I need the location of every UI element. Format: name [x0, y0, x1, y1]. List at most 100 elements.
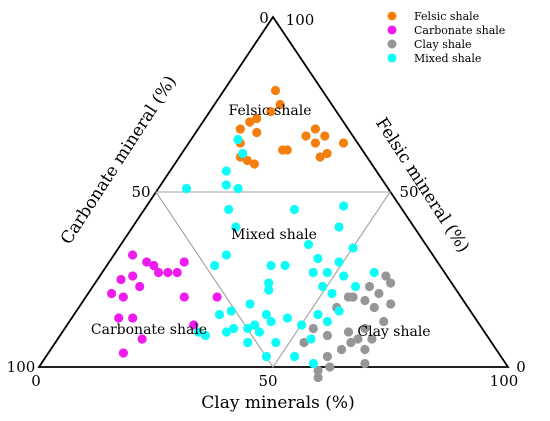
- data-point-mixed-shale-10: [313, 309, 323, 320]
- data-point-clay-shale-2: [374, 288, 384, 299]
- data-point-mixed-shale-49: [221, 250, 231, 260]
- data-point-felsic-shale-4: [245, 117, 255, 127]
- bottom-tick-0: 0: [31, 372, 41, 390]
- data-point-mixed-shale-48: [243, 323, 253, 334]
- data-point-clay-shale-3: [369, 302, 379, 313]
- data-point-carbonate-shale-7: [163, 267, 173, 278]
- data-point-mixed-shale-22: [254, 327, 264, 337]
- data-point-carbonate-shale-3: [128, 250, 138, 260]
- data-point-carbonate-shale-2: [128, 271, 138, 281]
- data-point-clay-shale-4: [379, 316, 389, 327]
- left-axis-label: Carbonate mineral (%): [57, 72, 181, 248]
- data-point-mixed-shale-5: [339, 271, 349, 281]
- data-point-clay-shale-1: [386, 278, 396, 288]
- data-point-mixed-shale-44: [334, 257, 344, 267]
- data-point-mixed-shale-12: [297, 320, 307, 330]
- data-point-felsic-shale-18: [322, 148, 332, 159]
- legend-marker-clay: [387, 39, 397, 49]
- right-tick-0: 0: [516, 358, 526, 376]
- data-point-mixed-shale-9: [334, 306, 344, 316]
- data-points: [107, 85, 396, 383]
- data-point-mixed-shale-40: [221, 327, 232, 337]
- data-point-mixed-shale-0: [334, 222, 344, 232]
- data-point-mixed-shale-26: [224, 204, 234, 215]
- data-point-mixed-shale-13: [282, 313, 293, 323]
- data-point-carbonate-shale-15: [212, 292, 222, 302]
- data-point-carbonate-shale-6: [153, 267, 164, 278]
- data-point-mixed-shale-27: [221, 180, 231, 190]
- data-point-clay-shale-5: [386, 299, 396, 309]
- data-point-mixed-shale-33: [266, 316, 276, 327]
- data-point-carbonate-shale-14: [189, 320, 199, 330]
- region-labels: Felsic shale Mixed shale Carbonate shale…: [91, 103, 431, 340]
- region-label-clay: Clay shale: [357, 324, 430, 340]
- data-point-clay-shale-13: [346, 337, 356, 348]
- data-point-mixed-shale-37: [306, 334, 316, 344]
- legend-label-felsic: Felsic shale: [414, 10, 479, 23]
- legend: Felsic shale Carbonate shale Clay shale …: [387, 10, 505, 65]
- data-point-clay-shale-11: [353, 334, 363, 344]
- data-point-mixed-shale-47: [226, 306, 236, 316]
- data-point-mixed-shale-14: [264, 278, 274, 288]
- data-point-clay-shale-9: [360, 323, 370, 334]
- data-point-felsic-shale-1: [270, 85, 281, 96]
- data-point-mixed-shale-18: [200, 330, 210, 341]
- data-point-carbonate-shale-12: [135, 281, 145, 292]
- data-point-felsic-shale-16: [320, 131, 330, 141]
- data-point-felsic-shale-2: [266, 106, 276, 117]
- data-point-mixed-shale-41: [271, 337, 281, 348]
- data-point-mixed-shale-19: [193, 327, 203, 337]
- data-point-felsic-shale-6: [252, 127, 262, 138]
- data-point-felsic-shale-9: [249, 159, 259, 169]
- data-point-mixed-shale-20: [229, 323, 239, 334]
- data-point-felsic-shale-15: [310, 138, 320, 148]
- data-point-felsic-shale-12: [282, 145, 292, 155]
- data-point-felsic-shale-13: [301, 131, 311, 141]
- right-tick-50: 50: [399, 183, 418, 201]
- data-point-carbonate-shale-13: [179, 292, 189, 302]
- data-point-clay-shale-6: [364, 281, 375, 292]
- data-point-mixed-shale-23: [245, 299, 255, 309]
- data-point-carbonate-shale-0: [107, 288, 117, 299]
- left-tick-0: 0: [259, 9, 269, 27]
- data-point-mixed-shale-21: [243, 337, 253, 348]
- data-point-carbonate-shale-8: [172, 267, 182, 278]
- data-point-mixed-shale-24: [210, 260, 220, 271]
- data-point-felsic-shale-17: [338, 138, 349, 148]
- legend-label-carbonate: Carbonate shale: [414, 24, 505, 37]
- data-point-mixed-shale-38: [322, 316, 332, 327]
- legend-label-clay: Clay shale: [414, 38, 472, 51]
- legend-marker-mixed: [387, 53, 397, 63]
- data-point-clay-shale-24: [313, 365, 323, 376]
- data-point-mixed-shale-42: [264, 285, 274, 295]
- legend-marker-carbonate: [387, 25, 397, 35]
- data-point-mixed-shale-39: [250, 320, 260, 330]
- data-point-mixed-shale-8: [369, 267, 379, 278]
- region-label-mixed: Mixed shale: [231, 227, 317, 243]
- data-point-mixed-shale-36: [308, 358, 318, 369]
- data-point-mixed-shale-43: [308, 267, 318, 278]
- left-tick-100: 100: [7, 358, 36, 376]
- bottom-axis-label: Clay minerals (%): [201, 393, 354, 413]
- data-point-carbonate-shale-17: [118, 348, 128, 358]
- mixed-shale-region: [154, 191, 392, 368]
- data-point-felsic-shale-19: [315, 152, 325, 162]
- data-point-mixed-shale-6: [327, 288, 337, 299]
- region-label-carbonate: Carbonate shale: [91, 322, 207, 338]
- data-point-mixed-shale-16: [280, 260, 290, 271]
- data-point-mixed-shale-15: [266, 260, 276, 271]
- legend-label-mixed: Mixed shale: [414, 52, 481, 65]
- left-tick-50: 50: [131, 183, 150, 201]
- data-point-clay-shale-17: [343, 292, 353, 302]
- data-point-clay-shale-25: [313, 372, 323, 383]
- data-point-mixed-shale-30: [238, 148, 248, 159]
- data-point-mixed-shale-2: [303, 239, 314, 250]
- bottom-tick-50: 50: [258, 372, 277, 390]
- tick-labels: 0 50 100 0 50 100 100 50 0: [7, 9, 526, 390]
- data-point-felsic-shale-14: [310, 124, 320, 134]
- data-point-mixed-shale-32: [289, 204, 299, 215]
- data-point-carbonate-shale-4: [142, 257, 152, 267]
- data-point-clay-shale-20: [308, 323, 318, 334]
- data-point-clay-shale-10: [367, 334, 377, 344]
- data-point-mixed-shale-34: [261, 351, 271, 362]
